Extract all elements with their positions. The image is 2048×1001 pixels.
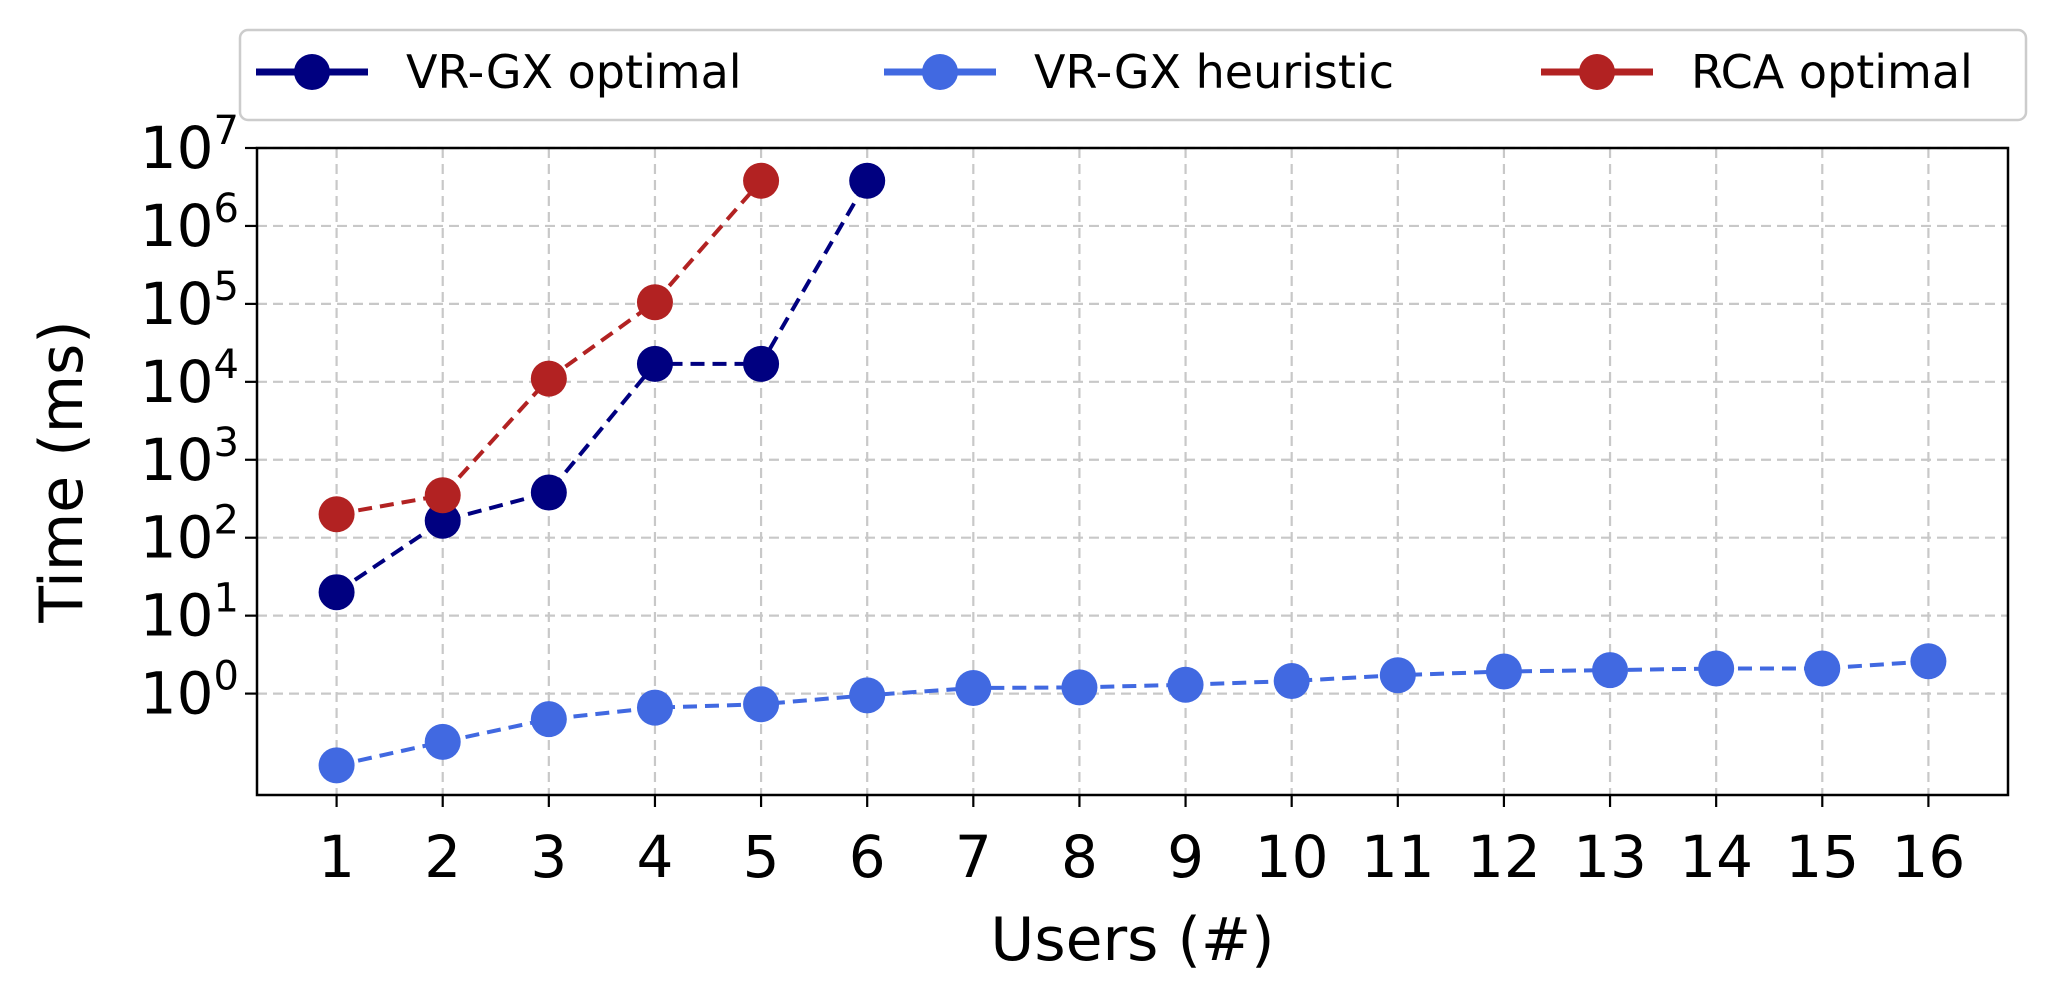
data-point-vr-gx-heuristic <box>743 686 780 723</box>
legend-swatch-marker <box>1579 54 1615 90</box>
y-tick-exponent: 1 <box>214 576 239 622</box>
x-tick-label: 3 <box>530 823 567 891</box>
x-tick-label: 14 <box>1679 823 1753 891</box>
y-axis-title: Time (ms) <box>27 320 97 623</box>
series-vr-gx-optimal <box>318 162 886 611</box>
series-line-vr-gx-optimal <box>335 179 869 594</box>
data-point-vr-gx-heuristic <box>1804 650 1841 687</box>
x-axis-title: Users (#) <box>990 905 1274 975</box>
y-tick-exponent: 7 <box>214 108 239 154</box>
data-point-vr-gx-heuristic <box>1698 650 1735 687</box>
x-tick-label: 11 <box>1361 823 1435 891</box>
y-tick-base: 10 <box>140 270 214 338</box>
legend-swatch-marker <box>294 54 330 90</box>
legend-box <box>238 28 2028 122</box>
legend-entry-vr-gx-heuristic: VR-GX heuristic <box>884 45 1394 99</box>
y-tick-base: 10 <box>140 660 214 728</box>
data-point-vr-gx-optimal <box>636 345 673 382</box>
data-point-vr-gx-optimal <box>424 502 461 539</box>
legend-swatch-marker <box>922 54 958 90</box>
data-point-vr-gx-optimal <box>743 345 780 382</box>
y-tick-base: 10 <box>140 192 214 260</box>
legend-entry-rca-optimal: RCA optimal <box>1541 45 1973 99</box>
x-tick-label: 16 <box>1892 823 1966 891</box>
data-point-vr-gx-heuristic <box>318 747 355 784</box>
x-tick-label: 10 <box>1255 823 1329 891</box>
data-point-rca-optimal <box>743 162 780 199</box>
data-point-vr-gx-heuristic <box>849 677 886 714</box>
y-tick-exponent: 4 <box>214 342 239 388</box>
y-tick-exponent: 2 <box>214 498 239 544</box>
y-tick-label: 105 <box>140 264 239 338</box>
series-vr-gx-heuristic <box>318 643 1947 784</box>
data-point-rca-optimal <box>636 284 673 321</box>
x-tick-label: 4 <box>637 823 674 891</box>
x-tick-label: 2 <box>424 823 461 891</box>
x-tick-label: 7 <box>955 823 992 891</box>
data-point-vr-gx-heuristic <box>1061 669 1098 706</box>
data-point-vr-gx-heuristic <box>1485 653 1522 690</box>
y-tick-label: 100 <box>140 654 239 728</box>
x-tick-label: 12 <box>1467 823 1541 891</box>
grid-layer <box>257 146 2008 795</box>
data-point-vr-gx-heuristic <box>530 701 567 738</box>
series-rca-optimal <box>318 162 780 533</box>
y-tick-base: 10 <box>140 426 214 494</box>
data-point-vr-gx-optimal <box>318 574 355 611</box>
data-point-vr-gx-heuristic <box>1379 657 1416 694</box>
ticks-layer: 1 2 3 4 5 6 7 8 9 10 11 12 13 14 15 1610010110210310410… <box>140 108 1966 891</box>
data-point-vr-gx-heuristic <box>1167 666 1204 703</box>
x-tick-label: 5 <box>743 823 780 891</box>
data-point-vr-gx-heuristic <box>1910 643 1947 680</box>
data-point-vr-gx-heuristic <box>1273 663 1310 700</box>
y-tick-label: 107 <box>140 108 239 182</box>
series-line-vr-gx-heuristic <box>336 659 1929 768</box>
data-point-vr-gx-heuristic <box>955 669 992 706</box>
y-tick-label: 106 <box>140 186 239 260</box>
x-tick-label: 15 <box>1785 823 1859 891</box>
y-tick-label: 102 <box>140 498 239 572</box>
data-point-vr-gx-optimal <box>849 162 886 199</box>
y-tick-exponent: 0 <box>214 654 239 700</box>
plot-frame <box>255 146 2010 797</box>
series-layer <box>318 162 1947 784</box>
data-point-rca-optimal <box>530 360 567 397</box>
x-tick-label: 1 <box>318 823 355 891</box>
y-tick-base: 10 <box>140 114 214 182</box>
data-point-vr-gx-optimal <box>530 474 567 511</box>
data-point-rca-optimal <box>424 477 461 514</box>
data-point-rca-optimal <box>318 496 355 533</box>
y-tick-exponent: 6 <box>214 186 239 232</box>
y-tick-base: 10 <box>140 504 214 572</box>
y-tick-base: 10 <box>140 348 214 416</box>
legend-entry-vr-gx-optimal: VR-GX optimal <box>256 45 742 99</box>
y-tick-label: 103 <box>140 420 239 494</box>
y-tick-label: 104 <box>140 342 239 416</box>
y-tick-exponent: 5 <box>214 264 239 310</box>
y-tick-label: 101 <box>140 576 239 650</box>
y-tick-base: 10 <box>140 582 214 650</box>
legend-label: RCA optimal <box>1691 45 1973 99</box>
x-tick-label: 8 <box>1061 823 1098 891</box>
x-tick-label: 9 <box>1167 823 1204 891</box>
x-tick-label: 13 <box>1573 823 1647 891</box>
x-tick-label: 6 <box>849 823 886 891</box>
data-point-vr-gx-heuristic <box>636 689 673 726</box>
data-point-vr-gx-heuristic <box>1592 652 1629 689</box>
data-point-vr-gx-heuristic <box>424 723 461 760</box>
y-tick-exponent: 3 <box>214 420 239 466</box>
legend-label: VR-GX optimal <box>406 45 742 99</box>
legend: VR-GX optimal VR-GX heuristic RCA optimal <box>238 28 2028 122</box>
legend-label: VR-GX heuristic <box>1034 45 1394 99</box>
